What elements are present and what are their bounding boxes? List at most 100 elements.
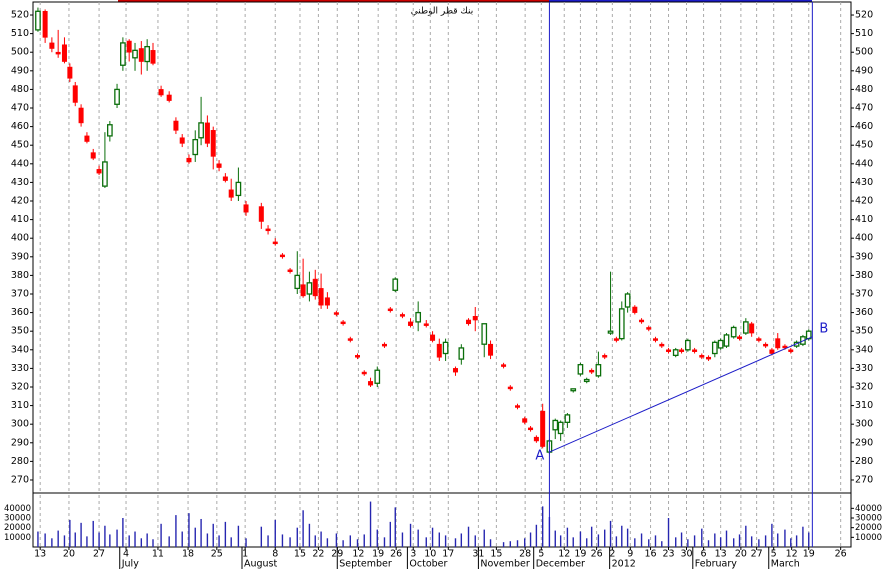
y-tick-label: 520 <box>855 10 873 21</box>
candle-body <box>355 355 361 358</box>
candle-body <box>423 323 429 326</box>
candle-body <box>595 364 602 377</box>
y-tick-label: 470 <box>11 103 29 114</box>
y-tick-label: 510 <box>855 28 873 39</box>
candle-body <box>340 321 346 325</box>
y-tick-label: 290 <box>11 437 29 448</box>
x-tick-label: 26 <box>390 549 402 560</box>
y-tick-label: 490 <box>11 65 29 76</box>
candle-body <box>540 410 546 447</box>
y-tick-label: 430 <box>11 177 29 188</box>
y-tick-label: 270 <box>11 474 29 485</box>
candle-body <box>243 204 249 213</box>
candle-body <box>179 137 185 144</box>
candle-body <box>42 10 48 38</box>
volume-tick-label: 30000 <box>855 514 882 524</box>
candle-body <box>333 312 339 315</box>
candle-body <box>607 330 614 334</box>
x-tick-label: 12 <box>558 549 570 560</box>
candle-body <box>90 152 96 159</box>
y-tick-label: 320 <box>11 381 29 392</box>
candle-body <box>374 369 381 384</box>
y-tick-label: 500 <box>11 47 29 58</box>
candle-body <box>300 284 306 297</box>
candle-body <box>120 42 126 66</box>
candle-body <box>102 161 108 187</box>
x-tick-label: 26 <box>835 549 847 560</box>
x-tick-label: 30 <box>680 549 692 560</box>
candle-body <box>679 349 685 352</box>
candle-body <box>756 338 762 341</box>
volume-tick-label: 20000 <box>4 523 31 533</box>
x-tick-label: 19 <box>803 549 815 560</box>
candle-body <box>258 206 264 222</box>
candle-body <box>452 368 458 373</box>
y-tick-label: 270 <box>855 474 873 485</box>
y-tick-label: 360 <box>855 307 873 318</box>
candle-body <box>55 51 61 55</box>
candle-body <box>61 44 67 62</box>
x-tick-label: 9 <box>627 549 633 560</box>
candle-body <box>216 163 222 168</box>
candle-body <box>158 89 164 96</box>
y-tick-label: 420 <box>855 196 873 207</box>
x-tick-label: 6 <box>701 549 707 560</box>
y-tick-label: 430 <box>855 177 873 188</box>
y-tick-label: 460 <box>11 121 29 132</box>
candle-body <box>699 355 705 358</box>
volume-tick-label: 20000 <box>855 523 882 533</box>
y-tick-label: 480 <box>855 84 873 95</box>
x-tick-label: 20 <box>63 549 75 560</box>
candle-body <box>204 122 210 144</box>
x-tick-label: 16 <box>644 549 656 560</box>
month-label: August <box>244 559 278 569</box>
y-tick-label: 310 <box>11 400 29 411</box>
candle-body <box>235 181 242 197</box>
y-tick-label: 400 <box>855 233 873 244</box>
candle-body <box>35 10 41 31</box>
candle-body <box>466 319 472 325</box>
y-tick-label: 280 <box>11 456 29 467</box>
candle-body <box>107 124 113 137</box>
candle-body <box>67 66 73 79</box>
candle-body <box>228 189 234 198</box>
candle-body <box>749 323 755 334</box>
x-tick-label: 23 <box>662 549 674 560</box>
candle-body <box>415 311 422 323</box>
candle-body <box>265 228 271 232</box>
point-label: A <box>535 449 544 464</box>
volume-tick-label: 40000 <box>4 504 31 514</box>
candle-body <box>666 349 672 352</box>
candle-body <box>144 45 151 63</box>
candle-body <box>775 338 781 349</box>
y-tick-label: 390 <box>11 251 29 262</box>
x-tick-label: 13 <box>715 549 727 560</box>
x-tick-label: 5 <box>538 549 544 560</box>
candle-body <box>306 282 313 295</box>
y-tick-label: 330 <box>855 363 873 374</box>
candle-body <box>684 339 691 351</box>
x-tick-label: 1 <box>242 549 248 560</box>
volume-tick-label: 40000 <box>855 504 882 514</box>
candle-body <box>769 349 775 354</box>
x-tick-label: 12 <box>352 549 364 560</box>
candle-body <box>652 338 658 341</box>
candle-body <box>186 157 192 163</box>
y-tick-label: 340 <box>11 344 29 355</box>
volume-tick-label: 10000 <box>4 533 31 543</box>
y-tick-label: 320 <box>855 381 873 392</box>
candle-body <box>173 120 179 131</box>
candle-body <box>602 355 608 358</box>
y-tick-label: 380 <box>11 270 29 281</box>
candle-body <box>114 88 120 105</box>
candle-body <box>533 436 539 442</box>
candle-body <box>368 381 374 386</box>
candle-body <box>49 42 55 49</box>
candle-body <box>222 176 228 181</box>
candle-body <box>150 50 156 64</box>
y-tick-label: 380 <box>855 270 873 281</box>
candle-body <box>613 338 619 341</box>
candle-body <box>552 419 559 431</box>
candle-body <box>318 288 324 306</box>
y-tick-label: 470 <box>855 103 873 114</box>
